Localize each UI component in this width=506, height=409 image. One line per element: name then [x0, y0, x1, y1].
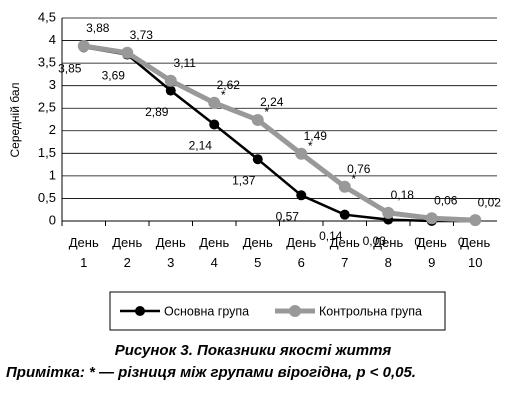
value-label: 2,62	[217, 78, 241, 92]
y-tick-label: 4,5	[38, 9, 56, 24]
x-tick-label: День 6	[286, 235, 317, 270]
series-line	[83, 46, 476, 223]
point	[77, 39, 90, 52]
point	[338, 180, 351, 193]
value-label: 0	[414, 235, 421, 249]
value-label: 0,02	[478, 195, 502, 209]
point	[425, 212, 438, 225]
significance-marker: *	[221, 88, 226, 102]
legend-label: Основна група	[164, 304, 249, 318]
x-tick-label: День 1	[68, 235, 99, 270]
y-tick-label: 1,5	[38, 145, 56, 160]
value-label: 0,57	[276, 209, 300, 223]
y-tick-label: 2,5	[38, 100, 56, 115]
point	[296, 190, 307, 201]
x-tick-label: День 4	[199, 235, 230, 270]
value-label: 3,88	[86, 21, 110, 35]
x-tick-label: День 3	[155, 235, 186, 270]
value-label: 0,03	[363, 234, 387, 248]
value-label: 0,06	[434, 193, 458, 207]
point	[208, 96, 221, 109]
chart: Середній бал 0 0,5 1 1,5 2 2,5 3 3,5 4 4,5 3,85 3,6…	[8, 9, 502, 331]
point	[209, 119, 220, 130]
value-label: 0,14	[319, 229, 343, 243]
value-label: 0,18	[391, 188, 415, 202]
value-label: 2,24	[260, 95, 284, 109]
value-label: 0	[458, 235, 465, 249]
legend-marker	[289, 305, 301, 317]
significance-marker: *	[308, 139, 313, 153]
value-label: 0,76	[347, 162, 371, 176]
value-label: 3,73	[130, 28, 154, 42]
value-label: 3,69	[102, 69, 126, 83]
y-tick-label: 2	[49, 122, 56, 137]
point	[251, 113, 264, 126]
caption: Рисунок 3. Показники якості життя	[114, 342, 392, 359]
value-label: 1,37	[232, 173, 256, 187]
point	[164, 74, 177, 87]
point	[295, 147, 308, 160]
y-tick-label: 3,5	[38, 55, 56, 70]
x-tick-label: День 5	[242, 235, 273, 270]
y-tick-label: 1	[49, 167, 56, 182]
point	[121, 46, 134, 59]
value-label: 2,89	[145, 105, 169, 119]
y-tick-label: 0	[49, 212, 56, 227]
y-tick-label: 0,5	[38, 190, 56, 205]
legend-label: Контрольна група	[319, 304, 422, 318]
x-tick-label: День 2	[112, 235, 143, 270]
significance-marker: *	[351, 172, 356, 186]
y-tick-label: 4	[49, 32, 56, 47]
note: Примітка: * — різниця між групами вірогі…	[6, 364, 416, 381]
point	[252, 154, 263, 165]
y-axis-label: Середній бал	[8, 82, 22, 157]
value-label: 3,11	[174, 56, 197, 70]
point	[382, 206, 395, 219]
x-tick-label: День 8	[373, 235, 404, 270]
point	[339, 209, 350, 220]
legend-marker	[135, 306, 145, 316]
value-label: 1,49	[304, 129, 328, 143]
x-tick-label: День 10	[460, 235, 491, 270]
point	[165, 85, 176, 96]
value-label: 3,85	[58, 61, 82, 75]
x-tick-label: День 9	[416, 235, 447, 270]
value-label: 2,14	[189, 139, 213, 153]
point	[469, 214, 482, 227]
series-line	[83, 43, 476, 223]
significance-marker: *	[264, 105, 269, 119]
x-tick-label: День 7	[329, 235, 360, 270]
y-tick-label: 3	[49, 77, 56, 92]
